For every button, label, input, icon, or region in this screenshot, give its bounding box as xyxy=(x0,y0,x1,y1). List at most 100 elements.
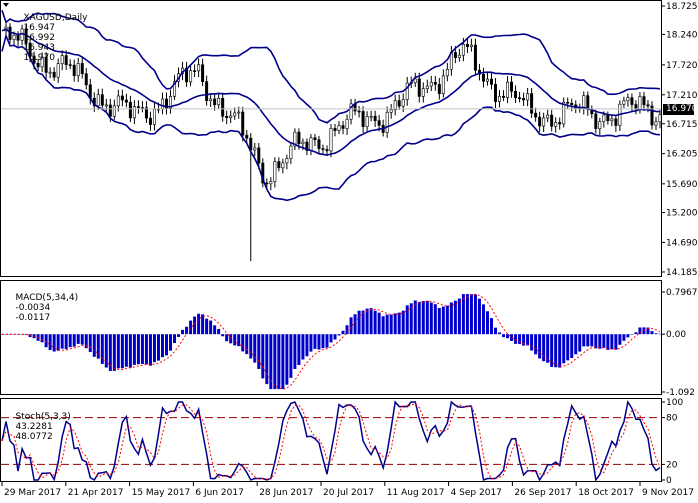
stoch-pane-frame xyxy=(0,398,662,482)
macd-histogram-bar xyxy=(100,334,104,364)
candle-body xyxy=(542,117,546,127)
macd-tick-label: 0.00 xyxy=(666,330,686,340)
candle-body xyxy=(173,81,177,97)
macd-histogram-bar xyxy=(277,334,281,390)
candle-body xyxy=(301,141,305,144)
candle-body xyxy=(357,110,361,113)
macd-histogram-bar xyxy=(128,334,132,368)
stoch-name: Stoch(5,3,3) xyxy=(15,412,71,422)
candle-body xyxy=(473,44,477,71)
candle-body xyxy=(84,73,88,86)
candle-body xyxy=(506,81,510,98)
macd-histogram-bar xyxy=(289,334,293,378)
price-axis: 18.725 18.240 17.720 17.210 16.715 16.205 15.6… xyxy=(661,2,698,278)
macd-histogram-bar xyxy=(76,334,80,344)
candle-body xyxy=(389,109,393,113)
macd-histogram-bar xyxy=(429,302,433,335)
macd-name: MACD(5,34,4) xyxy=(15,293,79,303)
candle-body xyxy=(477,69,481,75)
stoch-value-signal: 48.0772 xyxy=(15,432,53,442)
candle-body xyxy=(313,137,317,141)
candle-body xyxy=(273,161,277,182)
candle-body xyxy=(425,85,429,89)
candle-body xyxy=(293,131,297,147)
main-pane-frame xyxy=(0,0,662,277)
macd-histogram-bar xyxy=(409,303,413,335)
macd-histogram-bar xyxy=(494,327,497,335)
candle-body xyxy=(437,84,441,94)
candle-body xyxy=(377,120,381,126)
candle-body xyxy=(566,101,570,104)
date-tick-label: 28 Jun 2017 xyxy=(259,488,313,498)
macd-histogram-bar xyxy=(594,334,598,349)
candle-body xyxy=(305,141,309,151)
candle-body xyxy=(485,78,489,82)
candle-body xyxy=(72,64,76,76)
candle-body xyxy=(602,114,606,122)
macd-histogram-bar xyxy=(217,328,221,335)
macd-histogram-bar xyxy=(301,334,305,360)
macd-histogram-bar xyxy=(345,325,349,335)
macd-histogram-bar xyxy=(349,317,353,335)
candle-body xyxy=(550,114,554,127)
triangle-down-icon[interactable] xyxy=(3,3,9,7)
macd-histogram-bar xyxy=(233,334,237,346)
macd-tick-label: 0.7967 xyxy=(666,288,698,298)
bollinger-lower-band xyxy=(1,33,661,202)
candle-body xyxy=(518,97,522,100)
candle-body xyxy=(333,128,337,131)
candle-body xyxy=(241,111,245,136)
macd-histogram-bar xyxy=(425,300,429,335)
macd-histogram-bar xyxy=(361,310,365,335)
price-tick-label: 16.715 xyxy=(666,120,698,130)
candle-body xyxy=(469,44,473,47)
date-tick-label: 4 Sep 2017 xyxy=(451,488,502,498)
macd-histogram-bar xyxy=(562,334,566,364)
macd-histogram-bar xyxy=(626,334,630,338)
price-tick-label: 17.210 xyxy=(666,91,698,101)
macd-histogram-bar xyxy=(193,316,197,335)
price-tick-label: 14.690 xyxy=(666,238,698,248)
candle-body xyxy=(144,107,148,119)
macd-histogram-bar xyxy=(546,334,550,363)
date-tick-label: 11 Aug 2017 xyxy=(387,488,445,498)
candle-body xyxy=(217,97,221,106)
macd-histogram-bar xyxy=(353,314,357,335)
date-tick-label: 21 Apr 2017 xyxy=(68,488,124,498)
macd-histogram-bar xyxy=(160,334,164,358)
macd-histogram-bar xyxy=(650,331,654,335)
stoch-title: Stoch(5,3,3) 43.2281 48.0772 xyxy=(4,402,71,452)
macd-histogram-bar xyxy=(177,334,181,337)
candle-body xyxy=(522,98,526,101)
candle-body xyxy=(650,105,654,126)
bollinger-upper-band xyxy=(1,10,661,124)
candle-body xyxy=(598,121,602,129)
date-tick-label: 20 Jul 2017 xyxy=(323,488,374,498)
macd-histogram-bar xyxy=(213,325,217,335)
macd-histogram-bar xyxy=(333,334,337,340)
candle-body xyxy=(401,99,405,107)
macd-histogram-bar xyxy=(84,334,88,349)
candle-body xyxy=(321,148,325,150)
macd-axis: 0.7967 0.00 -1.092 xyxy=(661,288,698,398)
macd-histogram-bar xyxy=(461,294,465,335)
candle-body xyxy=(269,181,273,185)
macd-value-signal: -0.0117 xyxy=(15,313,51,323)
stoch-tick-label: 80 xyxy=(666,414,678,424)
macd-histogram-bar xyxy=(489,318,493,335)
candle-body xyxy=(413,78,417,83)
main-title: XAGUSD,Daily 16.947 16.992 16.943 16.970 xyxy=(12,3,87,73)
macd-signal-line xyxy=(2,293,661,390)
stoch-tick-label: 0 xyxy=(666,476,672,486)
macd-histogram-bar xyxy=(578,334,582,352)
macd-histogram-bar xyxy=(56,334,60,351)
macd-histogram-bar xyxy=(526,334,530,346)
candle-body xyxy=(28,42,32,57)
candle-body xyxy=(586,95,590,110)
candle-body xyxy=(253,147,257,151)
macd-histogram-bar xyxy=(156,334,160,361)
macd-histogram-bar xyxy=(417,301,421,335)
macd-histogram-bar xyxy=(453,300,457,335)
